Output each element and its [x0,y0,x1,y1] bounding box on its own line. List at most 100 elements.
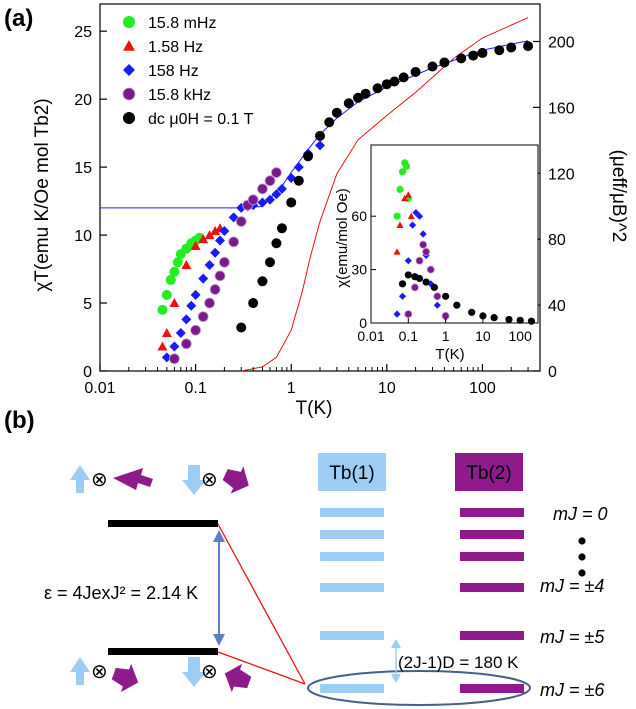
inset-data-point [422,247,431,256]
inset-y-axis-label: χ(emu/mol Oe) [334,188,351,288]
inset-data-point [415,256,424,265]
data-point [168,353,180,365]
tb1-level [320,583,384,592]
arrow-head-icon [213,634,225,646]
data-point [343,98,354,109]
purple-arrow-icon [111,663,139,693]
tb1-level [320,530,384,539]
y2-tick-label: 0 [548,364,557,381]
data-point [456,53,467,64]
down-arrow-icon [182,657,206,687]
legend-label: dc μ0H = 0.1 T [148,111,254,128]
otimes-icon: ⊗ [91,469,108,491]
data-point [204,259,215,270]
legend: 15.8 mHz 1.58 Hz 158 Hz 15.8 kHz dc μ0H = 0.… [122,15,254,128]
data-point [210,247,221,258]
otimes-icon: ⊗ [201,661,218,683]
gap-label: (2J-1)D = 180 K [398,653,519,672]
data-point [271,167,282,178]
inset-x-tick-label: 0.01 [357,328,384,344]
ground-doublet-ellipse [307,670,531,706]
data-point [181,314,192,325]
data-point [210,225,221,235]
data-point [303,151,314,162]
inset-data-point [401,194,409,202]
data-point [190,240,201,250]
inset-data-point [404,310,413,319]
inset-data-point [404,257,412,265]
tb1-box [318,453,386,491]
y2-tick-label: 160 [548,100,575,117]
data-point [169,266,180,277]
inset-data-point [419,230,427,238]
connector-line [217,523,306,685]
data-point [523,41,534,52]
legend-label: 15.8 mHz [148,15,216,32]
tb2-level [460,583,524,592]
inset-data-point [433,301,441,309]
arrow-head-icon [391,674,401,683]
data-point [468,50,479,61]
data-point [372,83,383,94]
energy-diagram: ⊗ ⊗ ε = 4JexJ² = 2.14 K ⊗ ⊗ Tb(1) Tb(2) [44,453,608,706]
down-arrow-icon [182,465,206,495]
inset-plot-frame [370,144,539,324]
data-point [477,47,488,58]
inset-y-tick-label: 60 [351,208,367,224]
inset-data-point [419,240,428,249]
inset-data-point [490,314,498,322]
x-tick-label: 0.01 [84,380,115,397]
tb1-level [320,508,384,517]
data-point [286,172,297,183]
data-point [257,276,268,287]
data-point [180,338,192,350]
tb1-level [320,684,384,693]
inset-data-point [422,278,430,286]
y2-tick-label: 120 [548,166,575,183]
data-point [427,61,438,72]
data-point [286,197,297,208]
data-point [353,92,364,103]
inset-data-point [468,308,476,316]
ellipsis-dot [578,537,586,545]
up-arrow-icon [70,657,90,685]
tb2-level [460,684,524,693]
inset-data-point [393,248,401,255]
inset-x-tick-label: 1 [442,328,450,344]
y2-tick-label: 40 [548,298,566,315]
data-point [315,130,325,141]
tb2-level [460,508,524,517]
data-point [181,259,192,269]
spin-pair-top-left: ⊗ ⊗ [70,465,249,495]
data-point [293,175,304,186]
data-point [276,183,287,194]
legend-label: 15.8 kHz [148,87,211,104]
data-point [248,298,259,309]
data-point [169,341,180,352]
purple-arrow-icon [224,663,252,693]
inset-data-point [415,274,424,283]
up-arrow-icon [70,465,90,493]
tb2-level [460,631,524,640]
y-tick-label: 20 [74,92,92,109]
data-point [257,197,268,208]
inset-data-point [412,209,420,217]
data-point [381,79,392,90]
legend-marker [123,40,135,51]
inset-y-tick-label: 0 [359,315,367,331]
inset-data-point [430,283,438,291]
inset-x-tick-label: 100 [509,328,533,344]
inset-data-point [505,315,513,324]
data-point [506,42,517,53]
inset-data-point [408,221,417,229]
data-point [228,236,240,248]
mj-label-4: mJ = ±4 [540,576,604,596]
inset-data-point [393,212,401,220]
data-point [175,327,186,338]
data-point [235,216,247,227]
inset-data-point [404,271,412,279]
data-point [293,162,304,173]
otimes-icon: ⊗ [201,469,218,491]
legend-marker [122,87,136,101]
